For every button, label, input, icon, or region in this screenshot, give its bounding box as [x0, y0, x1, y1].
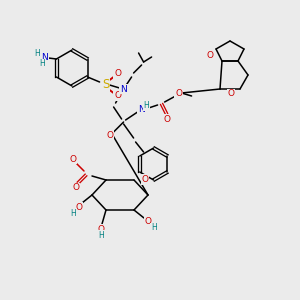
Text: O: O — [114, 92, 121, 100]
Text: N: N — [41, 53, 48, 62]
Text: O: O — [98, 224, 104, 233]
Text: O: O — [70, 154, 76, 164]
Text: O: O — [227, 89, 235, 98]
Text: O: O — [106, 130, 113, 140]
Text: O: O — [206, 50, 214, 59]
Text: H: H — [34, 50, 40, 58]
Text: O: O — [175, 89, 182, 98]
Text: N: N — [138, 104, 145, 113]
Text: O: O — [145, 218, 152, 226]
Text: H: H — [151, 224, 157, 232]
Text: O: O — [76, 202, 82, 211]
Text: O: O — [73, 184, 80, 193]
Text: H: H — [144, 101, 149, 110]
Text: S: S — [102, 79, 109, 92]
Text: O: O — [114, 70, 121, 79]
Text: H: H — [70, 208, 76, 217]
Text: O: O — [142, 175, 148, 184]
Text: H: H — [40, 59, 45, 68]
Text: H: H — [98, 230, 104, 239]
Text: N: N — [120, 85, 127, 94]
Text: O: O — [163, 115, 170, 124]
